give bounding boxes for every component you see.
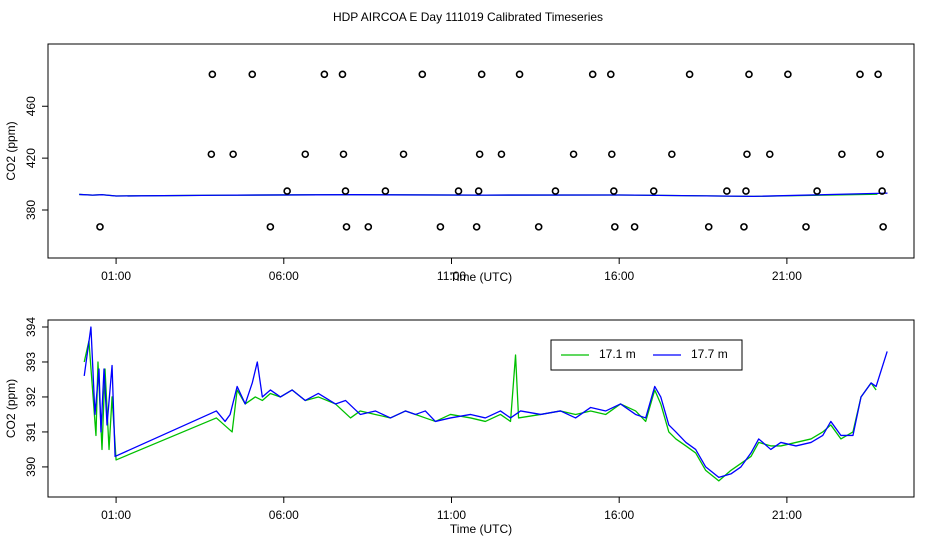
data-point	[879, 223, 887, 231]
data-point	[208, 70, 217, 79]
data-point	[381, 187, 390, 195]
legend-label: 17.7 m	[691, 347, 728, 361]
data-point	[745, 70, 753, 79]
data-point	[399, 150, 408, 159]
data-point	[339, 150, 348, 159]
data-point	[477, 70, 486, 79]
x-tick-label: 01:00	[101, 508, 131, 522]
x-tick-label: 11:00	[437, 269, 466, 283]
data-point	[96, 223, 104, 231]
data-point	[606, 70, 615, 79]
data-point	[497, 150, 506, 159]
data-point	[475, 150, 484, 159]
legend: 17.1 m 17.7 m	[550, 339, 743, 371]
y-tick-label: 394	[24, 317, 38, 337]
data-point	[207, 150, 216, 159]
data-point	[611, 223, 619, 231]
plot-area	[79, 70, 888, 231]
data-point	[878, 187, 886, 195]
data-point	[436, 223, 445, 231]
data-point	[283, 187, 291, 195]
data-line	[83, 340, 877, 482]
data-point	[364, 223, 373, 231]
plot-area	[83, 326, 888, 482]
y-tick-label: 393	[24, 352, 38, 372]
data-point	[608, 150, 616, 159]
data-point	[630, 223, 639, 231]
data-point	[784, 70, 792, 79]
y-tick-label: 420	[24, 148, 38, 168]
data-point	[743, 150, 751, 159]
x-tick-label: 21:00	[772, 508, 802, 522]
data-point	[338, 70, 347, 79]
data-point	[876, 150, 884, 159]
data-point	[341, 187, 350, 195]
data-point	[649, 187, 658, 195]
data-line	[79, 192, 888, 198]
data-point	[551, 187, 560, 195]
x-axis-title: Time (UTC)	[450, 522, 512, 536]
x-axis-title: Time (UTC)	[450, 270, 512, 284]
x-tick-label: 06:00	[269, 269, 299, 283]
x-tick-label: 01:00	[101, 269, 131, 283]
data-point	[856, 70, 864, 79]
data-point	[588, 70, 597, 79]
data-point	[266, 223, 275, 231]
data-point	[668, 150, 676, 159]
data-point	[418, 70, 427, 79]
y-tick-label: 392	[24, 387, 38, 407]
data-point	[534, 223, 543, 231]
data-point	[320, 70, 329, 79]
data-point	[301, 150, 310, 159]
chart-title: HDP AIRCOA E Day 111019 Calibrated Times…	[333, 10, 603, 24]
data-point	[704, 223, 713, 231]
x-tick-label: 06:00	[269, 508, 299, 522]
data-point	[248, 70, 257, 79]
legend-label: 17.1 m	[599, 347, 636, 361]
plot-frame	[47, 319, 915, 498]
data-point	[610, 187, 618, 195]
x-tick-label: 21:00	[772, 269, 802, 283]
y-tick-label: 380	[24, 200, 38, 220]
data-point	[685, 70, 694, 79]
data-point	[874, 70, 882, 79]
x-tick-label: 16:00	[604, 508, 634, 522]
data-point	[838, 150, 846, 159]
data-point	[765, 150, 774, 159]
data-point	[342, 223, 351, 231]
y-tick-label: 460	[24, 96, 38, 116]
data-point	[472, 223, 481, 231]
y-axis-title: CO2 (ppm)	[4, 121, 18, 180]
y-tick-label: 391	[24, 422, 38, 442]
data-point	[802, 223, 810, 231]
data-point	[742, 187, 750, 195]
data-point	[813, 187, 821, 195]
plot-frame	[47, 43, 915, 259]
y-axis-title: CO2 (ppm)	[4, 379, 18, 438]
data-point	[474, 187, 483, 195]
data-point	[454, 187, 463, 195]
data-point	[740, 223, 748, 231]
y-tick-label: 390	[24, 457, 38, 477]
x-tick-label: 11:00	[437, 508, 466, 522]
data-point	[569, 150, 578, 159]
data-point	[515, 70, 524, 79]
x-tick-label: 16:00	[604, 269, 634, 283]
data-line	[83, 326, 888, 479]
data-point	[723, 187, 731, 195]
data-point	[229, 150, 237, 159]
